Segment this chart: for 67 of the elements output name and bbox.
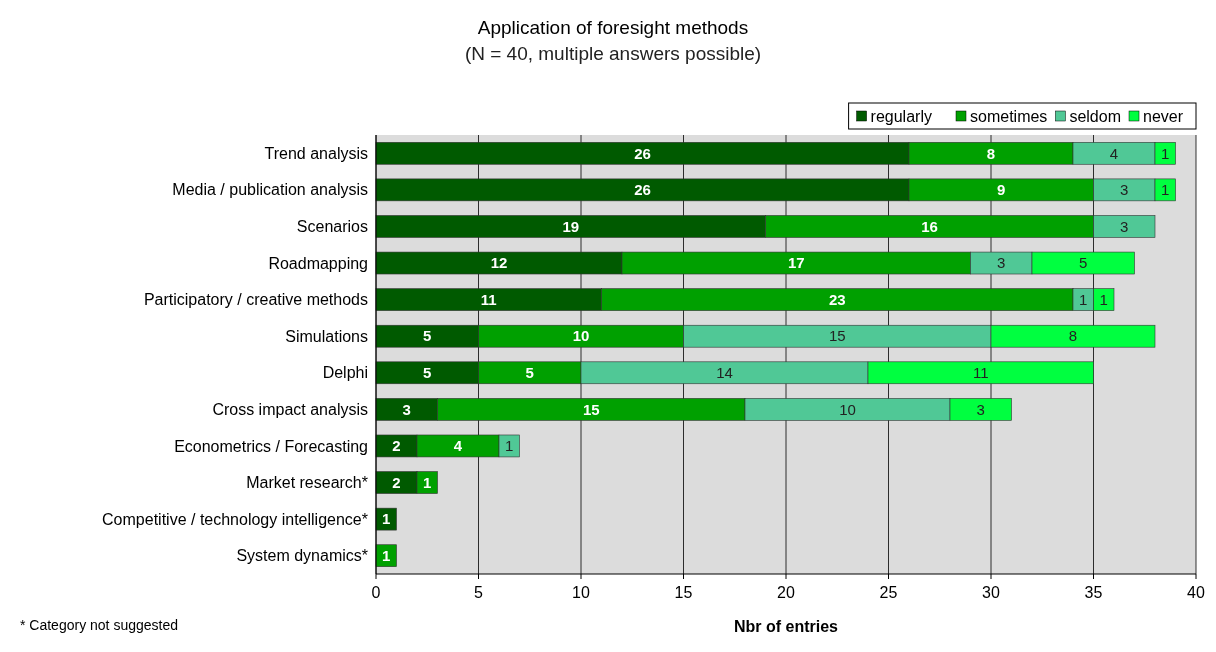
data-label: 8: [1068, 327, 1078, 345]
data-label: 1: [1161, 181, 1170, 199]
legend-label: regularly: [870, 107, 932, 125]
data-label: 2: [392, 437, 401, 455]
data-label: 14: [716, 364, 733, 382]
chart-title: Application of foresight methods: [477, 17, 749, 38]
x-tick-label: 35: [1084, 584, 1103, 601]
data-label: 5: [423, 327, 432, 345]
data-label: 23: [828, 290, 846, 308]
text: * Category not suggested: [20, 617, 178, 633]
data-label: 3: [976, 400, 985, 418]
data-label: 3: [1120, 181, 1129, 199]
data-label: 17: [787, 254, 805, 272]
data-label: 12: [490, 254, 508, 272]
data-label: 10: [572, 327, 590, 345]
legend-label: never: [1143, 107, 1184, 125]
y-tick-label: Competitive / technology intelligence*: [102, 510, 368, 528]
x-tick-label: 10: [572, 584, 590, 601]
y-tick-label: Market research*: [246, 474, 368, 492]
x-tick-label: 5: [474, 584, 484, 601]
data-label: 1: [382, 510, 391, 528]
x-tick-label: 30: [982, 584, 1000, 601]
x-tick-label: 25: [879, 584, 898, 601]
data-label: 15: [828, 327, 846, 345]
data-label: 16: [921, 217, 938, 235]
data-label: 3: [402, 400, 411, 418]
data-label: 4: [1109, 144, 1119, 162]
data-label: 4: [453, 437, 463, 455]
y-tick-label: System dynamics*: [236, 547, 368, 565]
data-label: 8: [986, 144, 996, 162]
y-tick-label: Participatory / creative methods: [143, 291, 368, 309]
data-label: 2: [392, 473, 401, 491]
data-label: 1: [382, 546, 391, 564]
data-label: 3: [1120, 217, 1129, 235]
data-label: 5: [1079, 254, 1088, 272]
x-axis-title: Nbr of entries: [733, 618, 839, 635]
data-label: 1: [505, 437, 514, 455]
y-tick-label: Roadmapping: [268, 254, 368, 272]
data-label: 15: [582, 400, 600, 418]
y-tick-label: Cross impact analysis: [212, 400, 368, 418]
data-label: 26: [634, 181, 651, 199]
x-tick-label: 15: [674, 584, 693, 601]
y-tick-label: Delphi: [322, 364, 368, 382]
y-tick-label: Scenarios: [296, 218, 368, 236]
data-label: 11: [972, 364, 989, 382]
data-label: 1: [423, 473, 432, 491]
y-tick-label: Econometrics / Forecasting: [174, 437, 368, 455]
data-label: 1: [1161, 144, 1170, 162]
y-tick-label: Simulations: [285, 327, 368, 345]
y-tick-label: Trend analysis: [264, 144, 368, 162]
chart-subtitle: (N = 40, multiple answers possible): [464, 43, 762, 64]
data-label: 1: [1099, 290, 1108, 308]
data-label: 9: [997, 181, 1006, 199]
y-tick-label: Media / publication analysis: [172, 181, 368, 199]
data-label: 5: [525, 364, 534, 382]
legend-label: seldom: [1069, 107, 1121, 125]
data-label: 3: [997, 254, 1006, 272]
x-tick-label: 40: [1187, 584, 1205, 601]
x-tick-label: 0: [371, 584, 381, 601]
data-label: 26: [634, 144, 651, 162]
data-label: 10: [839, 400, 856, 418]
x-tick-label: 20: [777, 584, 795, 601]
data-label: 1: [1079, 290, 1088, 308]
data-label: 5: [423, 364, 432, 382]
data-label: 19: [562, 217, 580, 235]
data-label: 11: [480, 290, 497, 308]
legend-label: sometimes: [970, 107, 1048, 125]
